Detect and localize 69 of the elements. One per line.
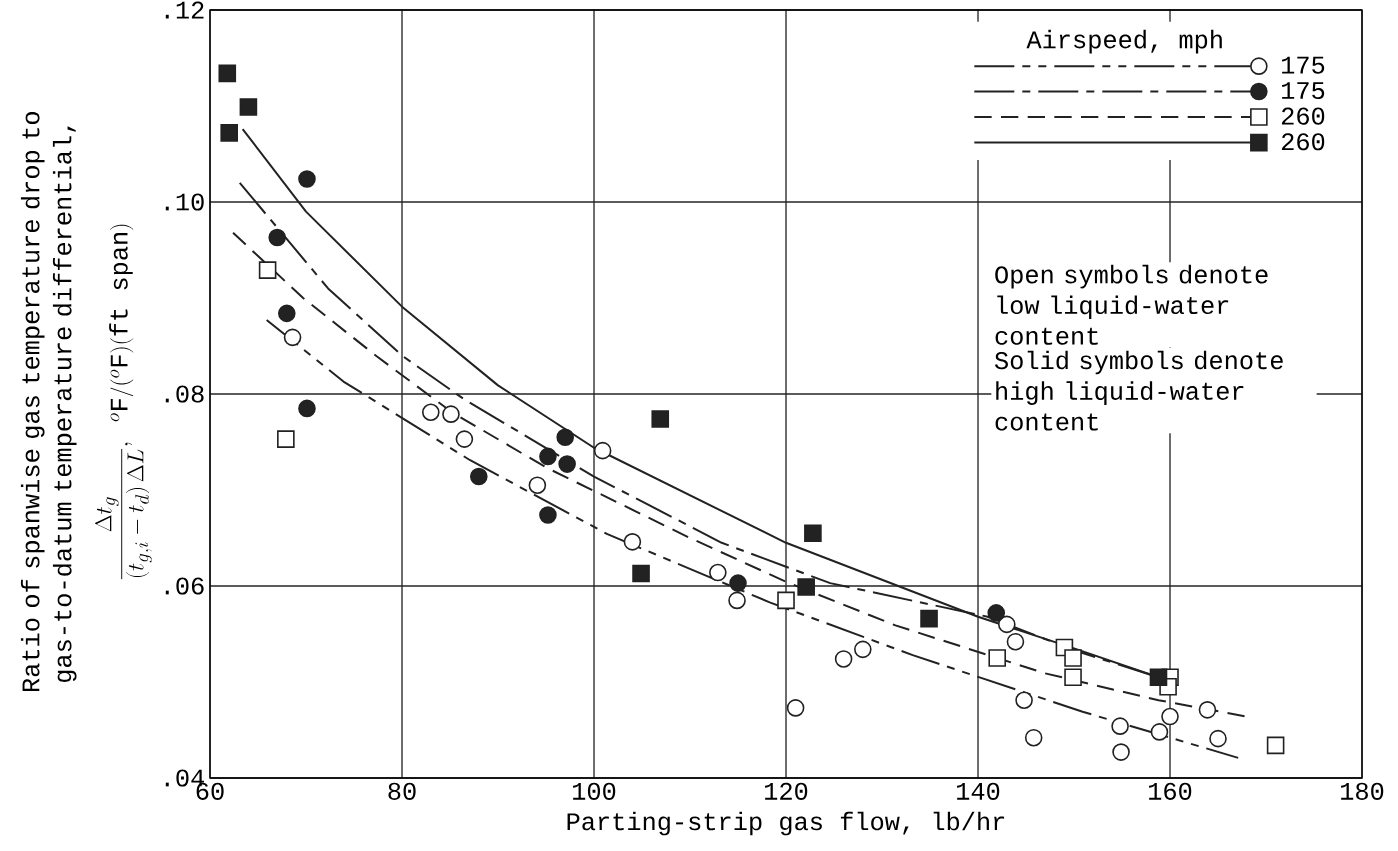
point: [632, 564, 650, 583]
legend-label: 260: [1281, 133, 1325, 151]
point: [258, 261, 277, 279]
point: [1149, 668, 1168, 686]
legend-title: Airspeed, mph: [1026, 29, 1222, 54]
point: [220, 124, 238, 142]
annotation: Open symbols denote low liquid-water content: [995, 264, 1268, 345]
point: [728, 591, 746, 610]
point: [239, 98, 258, 116]
point: [593, 441, 612, 460]
point: [422, 403, 440, 422]
point: [709, 563, 727, 582]
x-tick-label: 160: [1149, 782, 1192, 800]
y-tick-label: .10: [165, 193, 204, 211]
point: [539, 447, 557, 466]
point: [1111, 717, 1129, 735]
x-axis-title: Parting-strip gas flow, lb/hr: [567, 811, 1005, 836]
legend-label: 260: [1281, 107, 1325, 125]
y-tick-label: .06: [165, 577, 204, 595]
point: [777, 591, 795, 610]
x-tick-label: 100: [573, 782, 616, 800]
text: $\dfrac{\Delta t_{g}}{(t_{g,i} - t_{d})\,\Delta L},\ {}^{o}\mathrm{F}/({}^{o}\mathrm{F})(\mathrm{ft\ span})$: [95, 224, 152, 580]
point: [987, 604, 1006, 622]
point: [218, 64, 237, 83]
point: [268, 228, 287, 247]
point: [920, 609, 938, 628]
point: [539, 506, 557, 524]
point: [298, 399, 316, 418]
point: [988, 649, 1007, 667]
legend-label: 175: [1282, 82, 1325, 100]
point: [1150, 723, 1169, 741]
point: [834, 650, 853, 668]
point: [470, 467, 488, 486]
point: [804, 524, 822, 543]
x-tick-label: 180: [1341, 782, 1384, 800]
point: [442, 405, 460, 423]
x-tick-label: 120: [765, 782, 808, 800]
point: [558, 455, 576, 473]
point: [998, 615, 1016, 634]
y-axis-title: Ratio of spanwise gas temperature drop to gas-to-datum temperature differential,: [20, 112, 77, 692]
annotation: Solid symbols denote high liquid-water content: [994, 350, 1283, 431]
point: [1024, 728, 1043, 747]
point: [797, 578, 815, 596]
point: [1161, 707, 1179, 726]
point: [528, 476, 547, 494]
point: [455, 430, 474, 448]
point: [1266, 736, 1285, 755]
point: [556, 428, 575, 447]
point: [277, 430, 295, 448]
point: [651, 410, 670, 428]
point: [1006, 632, 1025, 651]
point: [298, 170, 316, 188]
point: [854, 640, 872, 659]
point: [729, 574, 747, 592]
point: [283, 328, 302, 347]
point: [1015, 691, 1033, 710]
x-tick-label: 140: [957, 782, 1000, 800]
y-tick-label: .12: [165, 1, 204, 19]
point: [1209, 729, 1227, 748]
point: [278, 304, 296, 323]
point: [1198, 701, 1217, 719]
x-tick-label: 80: [388, 782, 416, 800]
point: [1064, 668, 1082, 686]
point: [623, 533, 642, 551]
point: [1112, 743, 1130, 761]
legend-label: 175: [1282, 56, 1325, 74]
y-tick-label: .08: [165, 385, 204, 403]
point: [1064, 649, 1082, 667]
point: [786, 699, 805, 717]
